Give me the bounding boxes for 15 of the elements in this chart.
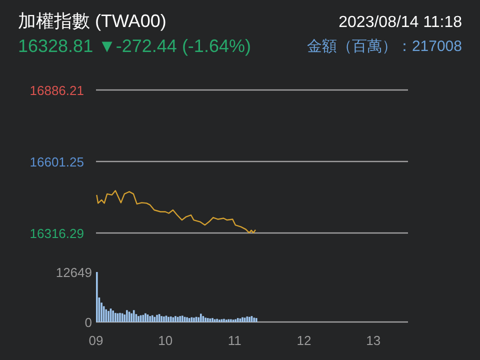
x-tick-label: 12 bbox=[296, 333, 312, 348]
x-tick-label: 10 bbox=[158, 333, 173, 348]
y-tick-label: 16601.25 bbox=[30, 154, 84, 170]
text: 金額（百萬）：217008 bbox=[306, 38, 462, 55]
chart-title: 加權指數 (TWA00) bbox=[18, 11, 166, 31]
y-tick-label: 12649 bbox=[56, 265, 92, 280]
text: 2023/08/14 11:18 bbox=[338, 14, 462, 31]
line-series bbox=[96, 190, 256, 234]
y-tick-label: 16316.29 bbox=[30, 226, 84, 241]
x-tick-label: 13 bbox=[366, 333, 381, 348]
chart-subtitle: 16328.81 ▼-272.44 (-1.64%) bbox=[18, 36, 251, 56]
x-tick-label: 09 bbox=[88, 333, 104, 348]
x-tick-label: 11 bbox=[228, 333, 242, 348]
y-tick-label: 0 bbox=[84, 315, 92, 330]
y-tick-label: 16886.21 bbox=[30, 83, 84, 98]
